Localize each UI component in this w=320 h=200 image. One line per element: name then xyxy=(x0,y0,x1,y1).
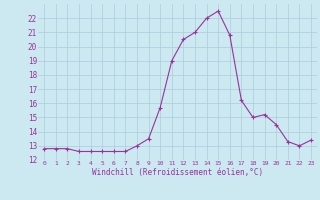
X-axis label: Windchill (Refroidissement éolien,°C): Windchill (Refroidissement éolien,°C) xyxy=(92,168,263,177)
